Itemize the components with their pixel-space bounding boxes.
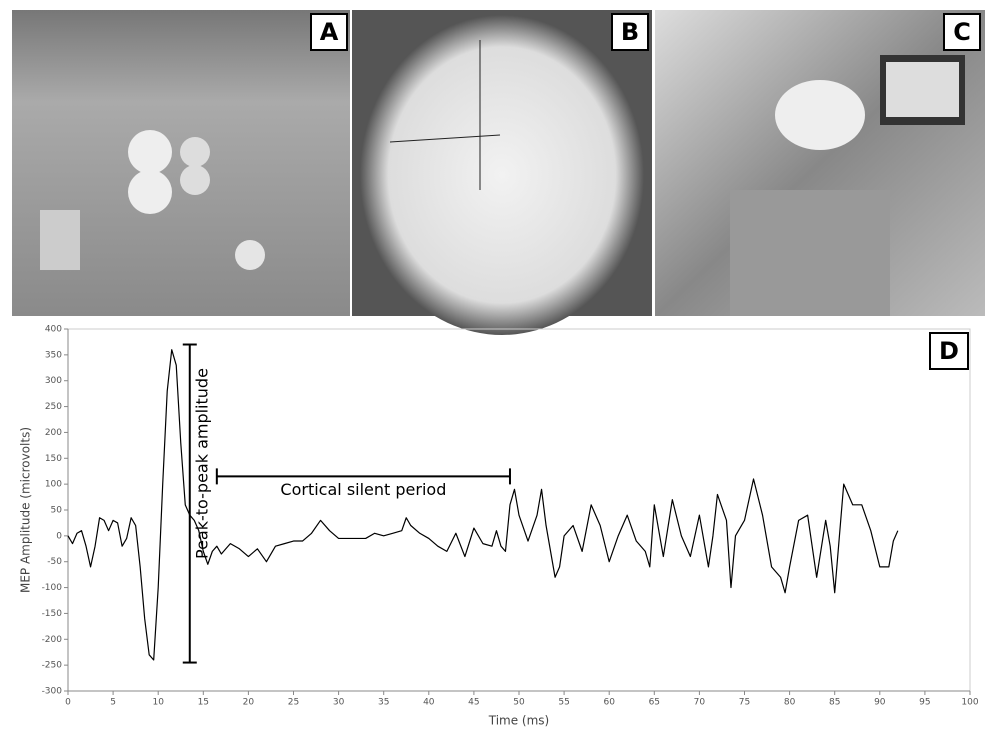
x-tick-label: 60 [603, 698, 615, 708]
x-tick-label: 25 [288, 698, 299, 708]
y-tick-label: 0 [56, 531, 62, 541]
x-tick-label: 95 [919, 698, 930, 708]
panel-label: B [621, 18, 639, 46]
y-tick-label: 350 [45, 350, 62, 360]
x-tick-label: 65 [649, 698, 660, 708]
y-tick-label: -100 [42, 583, 63, 593]
y-tick-label: 100 [45, 480, 62, 490]
photo-a [12, 10, 350, 316]
x-tick-label: 100 [961, 698, 978, 708]
x-tick-label: 15 [198, 698, 209, 708]
panel-labels: A B C D [310, 13, 981, 370]
x-tick-label: 50 [513, 698, 525, 708]
x-tick-label: 35 [378, 698, 389, 708]
x-tick-label: 30 [333, 698, 345, 708]
x-tick-label: 85 [829, 698, 840, 708]
x-axis-label: Time (ms) [488, 714, 550, 728]
y-tick-label: -50 [47, 557, 62, 567]
panel-label: A [320, 18, 339, 46]
y-tick-label: 300 [45, 376, 62, 386]
data-line [67, 349, 899, 661]
y-tick-label: -300 [42, 687, 63, 697]
x-tick-label: 90 [874, 698, 886, 708]
y-tick-label: 400 [45, 325, 62, 335]
panel-label: C [953, 18, 971, 46]
y-tick-label: 200 [45, 428, 62, 438]
panel-label: D [939, 337, 959, 365]
y-tick-label: 150 [45, 454, 62, 464]
x-tick-label: 75 [739, 698, 750, 708]
y-tick-label: -150 [42, 609, 63, 619]
y-tick-label: -200 [42, 635, 63, 645]
y-tick-label: 250 [45, 402, 62, 412]
photo-b [352, 10, 652, 335]
x-tick-label: 0 [65, 698, 71, 708]
x-tick-label: 80 [784, 698, 796, 708]
y-tick-label: -250 [42, 661, 63, 671]
y-axis-label: MEP Amplitude (microvolts) [19, 427, 33, 593]
x-tick-label: 10 [152, 698, 164, 708]
annotation: Peak-to-peak amplitude [192, 368, 211, 559]
x-tick-label: 40 [423, 698, 435, 708]
photo-c [655, 10, 985, 316]
annotation: Cortical silent period [280, 480, 446, 499]
y-tick-label: 50 [51, 506, 63, 516]
x-tick-label: 70 [694, 698, 706, 708]
x-tick-label: 5 [110, 698, 116, 708]
x-tick-label: 20 [243, 698, 255, 708]
x-tick-label: 45 [468, 698, 479, 708]
x-tick-label: 55 [558, 698, 569, 708]
